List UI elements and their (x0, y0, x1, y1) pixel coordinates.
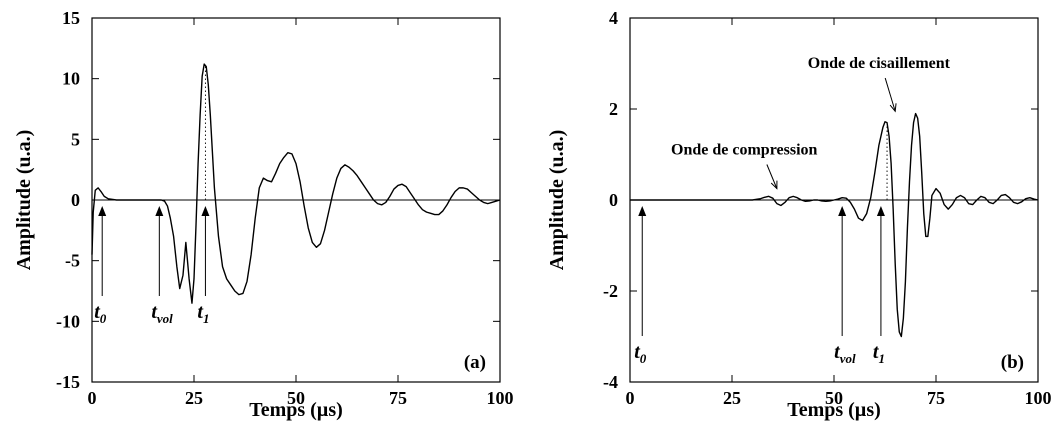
y-tick-label: -5 (65, 251, 80, 271)
annotation-arrow-head (889, 103, 897, 113)
y-tick-label: 4 (609, 8, 618, 28)
x-tick-label: 75 (389, 388, 407, 408)
x-tick-label: 50 (287, 388, 305, 408)
x-tick-label: 0 (626, 388, 635, 408)
wave-annotation-label: Onde de compression (671, 142, 817, 159)
chart-panel-a: 0 25 50 75 100 -15 -10 -5 0 5 10 15 Temps (µs) Amplit… (13, 8, 514, 421)
annotation-arrow (766, 164, 778, 189)
y-tick-label: 10 (62, 69, 80, 89)
y-tick-label: -15 (56, 372, 80, 392)
chart-panel-b: 0 25 50 75 100 -4 -2 0 2 4 Temps (µs) Amplitude (u.… (546, 8, 1052, 421)
y-tick-label: 5 (71, 129, 80, 149)
arrow-head (638, 206, 647, 216)
wave-annotation-label: Onde de cisaillement (808, 55, 951, 72)
time-marker-label: t1 (197, 301, 209, 326)
arrow-head (876, 206, 885, 216)
x-tick-label: 25 (185, 388, 203, 408)
time-marker-label: t0 (634, 341, 647, 366)
panel-label: (a) (464, 352, 486, 373)
annotation-arrow-head (770, 180, 778, 190)
time-marker-label: tvol (834, 341, 856, 366)
time-marker-label: tvol (151, 301, 173, 326)
y-tick-label: 2 (609, 99, 618, 119)
x-tick-label: 75 (927, 388, 945, 408)
x-tick-label: 0 (88, 388, 97, 408)
y-axis-label: Amplitude (u.a.) (546, 130, 568, 271)
x-axis-label: Temps (µs) (249, 399, 343, 421)
y-tick-label: -2 (603, 281, 618, 301)
y-tick-label: -4 (603, 372, 618, 392)
y-tick-label: -10 (56, 311, 80, 331)
arrow-head (155, 206, 164, 216)
series-line (630, 112, 1039, 338)
time-marker-label: t0 (94, 301, 107, 326)
panel-label: (b) (1001, 352, 1024, 373)
y-tick-label: 0 (609, 190, 618, 210)
y-axis-label: Amplitude (u.a.) (13, 130, 35, 271)
y-tick-label: 0 (71, 190, 80, 210)
x-tick-label: 100 (487, 388, 514, 408)
arrow-head (98, 206, 107, 216)
arrow-head (838, 206, 847, 216)
x-axis-label: Temps (µs) (787, 399, 881, 421)
x-tick-label: 25 (723, 388, 741, 408)
arrow-head (201, 206, 210, 216)
time-marker-label: t1 (873, 341, 885, 366)
y-tick-label: 15 (62, 8, 80, 28)
x-tick-label: 100 (1025, 388, 1052, 408)
series-line (91, 63, 501, 304)
x-tick-label: 50 (825, 388, 843, 408)
annotation-arrow (884, 77, 896, 112)
